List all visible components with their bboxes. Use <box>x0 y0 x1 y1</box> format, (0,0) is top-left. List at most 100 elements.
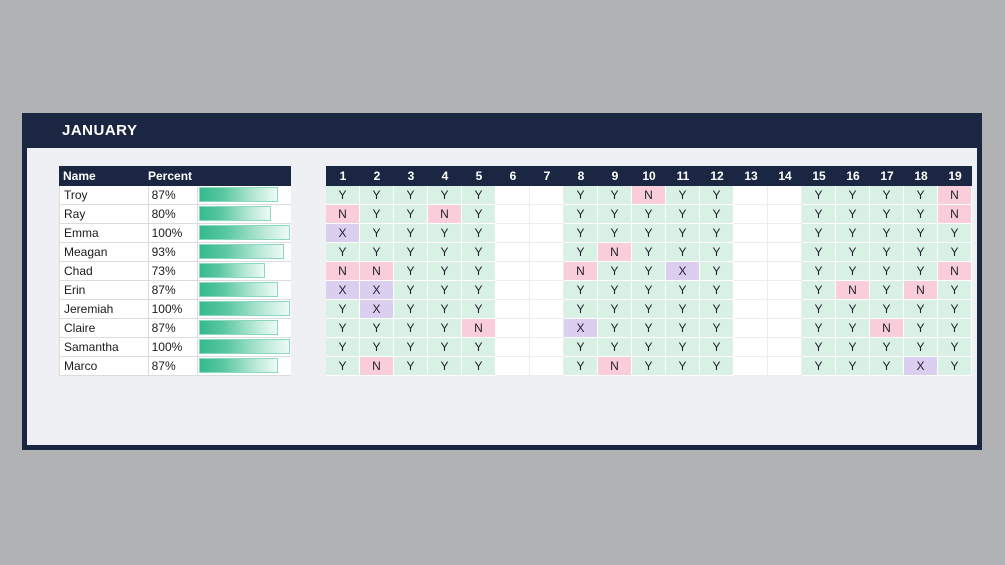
attendance-cell[interactable] <box>530 281 564 300</box>
attendance-cell[interactable]: Y <box>564 338 598 357</box>
attendance-cell[interactable]: X <box>564 319 598 338</box>
attendance-cell[interactable] <box>530 243 564 262</box>
name-cell[interactable]: Troy <box>60 186 149 204</box>
attendance-cell[interactable]: Y <box>394 319 428 338</box>
bar-cell[interactable] <box>198 186 291 204</box>
attendance-cell[interactable] <box>768 262 802 281</box>
attendance-cell[interactable]: Y <box>870 262 904 281</box>
attendance-cell[interactable]: Y <box>360 224 394 243</box>
attendance-cell[interactable]: Y <box>836 205 870 224</box>
attendance-cell[interactable]: Y <box>394 205 428 224</box>
attendance-cell[interactable]: Y <box>802 186 836 205</box>
attendance-cell[interactable]: Y <box>904 224 938 243</box>
attendance-cell[interactable]: N <box>938 186 972 205</box>
attendance-cell[interactable]: Y <box>700 357 734 376</box>
attendance-cell[interactable]: X <box>360 281 394 300</box>
attendance-cell[interactable] <box>530 205 564 224</box>
attendance-cell[interactable]: Y <box>428 357 462 376</box>
attendance-cell[interactable]: Y <box>938 319 972 338</box>
attendance-cell[interactable]: N <box>360 262 394 281</box>
attendance-cell[interactable]: Y <box>632 338 666 357</box>
attendance-cell[interactable]: Y <box>870 338 904 357</box>
attendance-cell[interactable]: Y <box>598 319 632 338</box>
attendance-cell[interactable]: N <box>836 281 870 300</box>
attendance-cell[interactable]: N <box>462 319 496 338</box>
attendance-cell[interactable]: Y <box>462 224 496 243</box>
name-cell[interactable]: Meagan <box>60 243 149 261</box>
attendance-cell[interactable]: Y <box>802 281 836 300</box>
attendance-cell[interactable] <box>768 357 802 376</box>
attendance-cell[interactable]: Y <box>904 186 938 205</box>
name-cell[interactable]: Ray <box>60 205 149 223</box>
attendance-cell[interactable]: Y <box>802 357 836 376</box>
attendance-cell[interactable]: Y <box>700 205 734 224</box>
attendance-cell[interactable] <box>530 357 564 376</box>
percent-cell[interactable]: 100% <box>149 300 199 318</box>
attendance-cell[interactable]: Y <box>870 205 904 224</box>
attendance-cell[interactable]: Y <box>598 262 632 281</box>
attendance-cell[interactable]: Y <box>666 357 700 376</box>
attendance-cell[interactable]: X <box>326 224 360 243</box>
attendance-cell[interactable]: Y <box>564 186 598 205</box>
attendance-cell[interactable]: Y <box>360 338 394 357</box>
attendance-cell[interactable]: Y <box>394 338 428 357</box>
attendance-cell[interactable]: Y <box>394 357 428 376</box>
name-cell[interactable]: Erin <box>60 281 149 299</box>
name-cell[interactable]: Chad <box>60 262 149 280</box>
attendance-cell[interactable]: Y <box>700 262 734 281</box>
attendance-cell[interactable]: Y <box>428 186 462 205</box>
attendance-cell[interactable] <box>734 262 768 281</box>
attendance-cell[interactable]: Y <box>462 243 496 262</box>
attendance-cell[interactable] <box>496 319 530 338</box>
attendance-cell[interactable]: Y <box>326 357 360 376</box>
attendance-cell[interactable] <box>734 205 768 224</box>
attendance-cell[interactable]: Y <box>700 243 734 262</box>
attendance-cell[interactable] <box>496 338 530 357</box>
attendance-cell[interactable]: Y <box>666 281 700 300</box>
name-cell[interactable]: Marco <box>60 357 149 375</box>
attendance-cell[interactable]: Y <box>666 319 700 338</box>
attendance-cell[interactable]: Y <box>360 186 394 205</box>
attendance-cell[interactable] <box>496 300 530 319</box>
attendance-cell[interactable]: Y <box>802 224 836 243</box>
attendance-cell[interactable] <box>768 243 802 262</box>
attendance-cell[interactable]: N <box>938 262 972 281</box>
attendance-cell[interactable]: Y <box>904 338 938 357</box>
attendance-cell[interactable] <box>768 338 802 357</box>
bar-cell[interactable] <box>198 319 291 337</box>
attendance-cell[interactable]: Y <box>394 186 428 205</box>
attendance-cell[interactable]: Y <box>428 281 462 300</box>
attendance-cell[interactable]: Y <box>938 224 972 243</box>
attendance-cell[interactable] <box>496 281 530 300</box>
attendance-cell[interactable]: Y <box>462 357 496 376</box>
attendance-cell[interactable]: X <box>666 262 700 281</box>
attendance-cell[interactable]: Y <box>632 300 666 319</box>
bar-cell[interactable] <box>198 205 291 223</box>
attendance-cell[interactable]: Y <box>598 186 632 205</box>
attendance-cell[interactable]: Y <box>564 281 598 300</box>
attendance-cell[interactable]: Y <box>598 338 632 357</box>
attendance-cell[interactable]: N <box>428 205 462 224</box>
attendance-cell[interactable]: X <box>904 357 938 376</box>
attendance-cell[interactable]: Y <box>904 262 938 281</box>
attendance-cell[interactable] <box>768 205 802 224</box>
attendance-cell[interactable]: Y <box>394 262 428 281</box>
attendance-cell[interactable]: Y <box>564 357 598 376</box>
attendance-cell[interactable] <box>530 300 564 319</box>
attendance-cell[interactable] <box>768 300 802 319</box>
attendance-cell[interactable]: Y <box>632 243 666 262</box>
name-cell[interactable]: Claire <box>60 319 149 337</box>
attendance-cell[interactable]: Y <box>360 205 394 224</box>
attendance-cell[interactable]: Y <box>700 281 734 300</box>
percent-cell[interactable]: 73% <box>149 262 199 280</box>
bar-cell[interactable] <box>198 357 291 375</box>
attendance-cell[interactable] <box>734 338 768 357</box>
attendance-cell[interactable]: Y <box>700 319 734 338</box>
attendance-cell[interactable]: Y <box>326 338 360 357</box>
attendance-cell[interactable]: Y <box>870 357 904 376</box>
attendance-cell[interactable]: Y <box>326 243 360 262</box>
percent-cell[interactable]: 87% <box>149 357 199 375</box>
attendance-cell[interactable]: Y <box>870 243 904 262</box>
attendance-cell[interactable]: Y <box>462 186 496 205</box>
attendance-cell[interactable]: Y <box>870 224 904 243</box>
